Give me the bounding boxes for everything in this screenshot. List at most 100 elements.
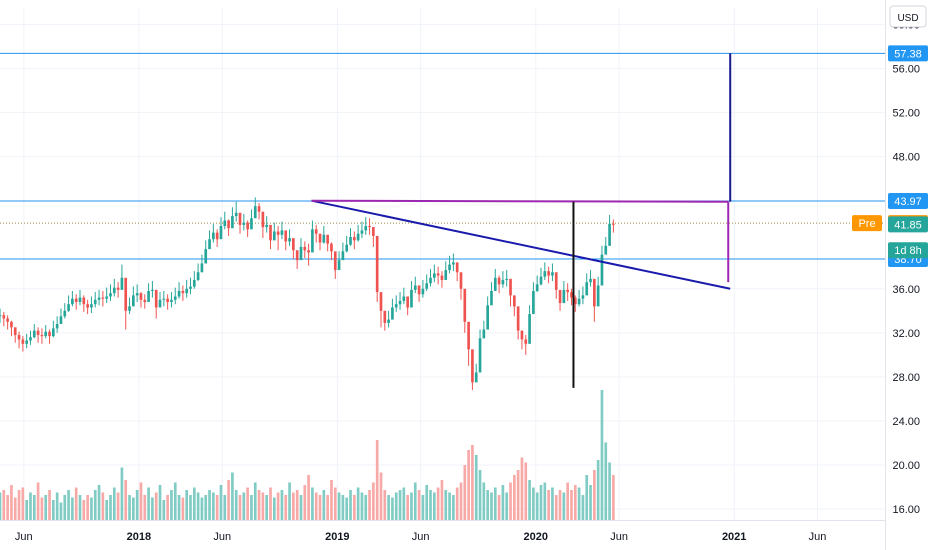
- candle-body[interactable]: [520, 330, 524, 340]
- candle-body[interactable]: [124, 277, 128, 311]
- candle-body[interactable]: [219, 226, 223, 240]
- candle-body[interactable]: [349, 237, 352, 245]
- candle-body[interactable]: [303, 246, 307, 251]
- candle-body[interactable]: [452, 262, 455, 265]
- candle-body[interactable]: [543, 271, 547, 277]
- candle-body[interactable]: [379, 292, 383, 311]
- candle-body[interactable]: [13, 327, 17, 336]
- candle-body[interactable]: [600, 254, 604, 286]
- candle-body[interactable]: [234, 212, 238, 217]
- candle-body[interactable]: [406, 296, 409, 308]
- candle-body[interactable]: [44, 331, 48, 337]
- candle-body[interactable]: [154, 289, 158, 308]
- candle-body[interactable]: [333, 251, 337, 271]
- candle-body[interactable]: [246, 222, 249, 230]
- trend-drawings[interactable]: [311, 53, 732, 388]
- candle-body[interactable]: [398, 300, 402, 305]
- candle-body[interactable]: [151, 289, 154, 291]
- candle-body[interactable]: [181, 290, 185, 294]
- candle-body[interactable]: [471, 349, 474, 383]
- candle-body[interactable]: [74, 298, 78, 302]
- candle-body[interactable]: [436, 273, 440, 276]
- candle-body[interactable]: [307, 250, 310, 253]
- candle-body[interactable]: [223, 220, 227, 227]
- candle-body[interactable]: [417, 285, 421, 295]
- trend-line[interactable]: [311, 199, 729, 203]
- candle-body[interactable]: [29, 337, 32, 341]
- candle-body[interactable]: [17, 335, 21, 340]
- candle-body[interactable]: [116, 287, 120, 290]
- candle-body[interactable]: [52, 328, 55, 337]
- candle-body[interactable]: [455, 262, 459, 273]
- candle-body[interactable]: [493, 277, 497, 291]
- candle-body[interactable]: [90, 304, 93, 308]
- candle-body[interactable]: [109, 293, 112, 297]
- candle-body[interactable]: [501, 279, 505, 285]
- candle-body[interactable]: [444, 270, 448, 280]
- candle-body[interactable]: [486, 305, 489, 330]
- candle-body[interactable]: [112, 287, 116, 294]
- candle-body[interactable]: [482, 329, 486, 339]
- candle-body[interactable]: [78, 297, 82, 302]
- candle-body[interactable]: [128, 306, 131, 311]
- candle-body[interactable]: [387, 319, 390, 323]
- candle-body[interactable]: [512, 295, 516, 307]
- candle-body[interactable]: [48, 331, 51, 337]
- candle-body[interactable]: [612, 223, 615, 225]
- candle-body[interactable]: [101, 297, 105, 299]
- candle-body[interactable]: [490, 290, 493, 306]
- candle-body[interactable]: [596, 285, 600, 307]
- candle-body[interactable]: [93, 299, 97, 305]
- candle-body[interactable]: [608, 223, 611, 246]
- candle-body[interactable]: [204, 249, 208, 264]
- candle-body[interactable]: [288, 238, 291, 242]
- candle-body[interactable]: [570, 292, 573, 298]
- candle-body[interactable]: [394, 304, 398, 308]
- candle-body[interactable]: [478, 338, 482, 373]
- candle-body[interactable]: [280, 230, 284, 235]
- candle-body[interactable]: [212, 232, 215, 240]
- candle-body[interactable]: [55, 324, 59, 329]
- candle-body[interactable]: [372, 227, 375, 236]
- candle-body[interactable]: [337, 260, 341, 271]
- candle-body[interactable]: [535, 284, 539, 291]
- candle-body[interactable]: [604, 245, 608, 255]
- candle-body[interactable]: [143, 299, 147, 302]
- candle-body[interactable]: [269, 224, 272, 241]
- candle-body[interactable]: [562, 289, 566, 304]
- candle-body[interactable]: [364, 226, 368, 231]
- candle-body[interactable]: [345, 244, 349, 252]
- candle-body[interactable]: [314, 229, 318, 234]
- candle-body[interactable]: [421, 288, 425, 295]
- candle-body[interactable]: [383, 310, 387, 323]
- candle-body[interactable]: [330, 243, 333, 252]
- candle-body[interactable]: [322, 234, 326, 243]
- candle-body[interactable]: [368, 226, 371, 228]
- candle-body[interactable]: [200, 263, 204, 273]
- candle-body[interactable]: [6, 318, 9, 322]
- candle-body[interactable]: [242, 222, 246, 225]
- candle-body[interactable]: [410, 289, 413, 308]
- candle-body[interactable]: [585, 282, 589, 296]
- candle-body[interactable]: [448, 264, 451, 271]
- candle-body[interactable]: [250, 218, 253, 230]
- candle-body[interactable]: [265, 224, 269, 228]
- candle-body[interactable]: [524, 339, 528, 344]
- candle-body[interactable]: [97, 297, 101, 300]
- candle-body[interactable]: [40, 335, 44, 337]
- candle-body[interactable]: [208, 239, 211, 250]
- candle-body[interactable]: [135, 293, 139, 296]
- candle-body[interactable]: [440, 275, 444, 280]
- candle-body[interactable]: [539, 276, 543, 285]
- candle-body[interactable]: [0, 315, 2, 317]
- candle-body[interactable]: [185, 288, 189, 294]
- candle-body[interactable]: [429, 277, 432, 284]
- candle-body[interactable]: [432, 273, 436, 278]
- candle-body[interactable]: [158, 299, 162, 308]
- candle-body[interactable]: [36, 330, 40, 336]
- candle-body[interactable]: [253, 206, 257, 219]
- candle-body[interactable]: [132, 295, 135, 307]
- candle-body[interactable]: [173, 296, 177, 300]
- candle-body[interactable]: [120, 277, 124, 290]
